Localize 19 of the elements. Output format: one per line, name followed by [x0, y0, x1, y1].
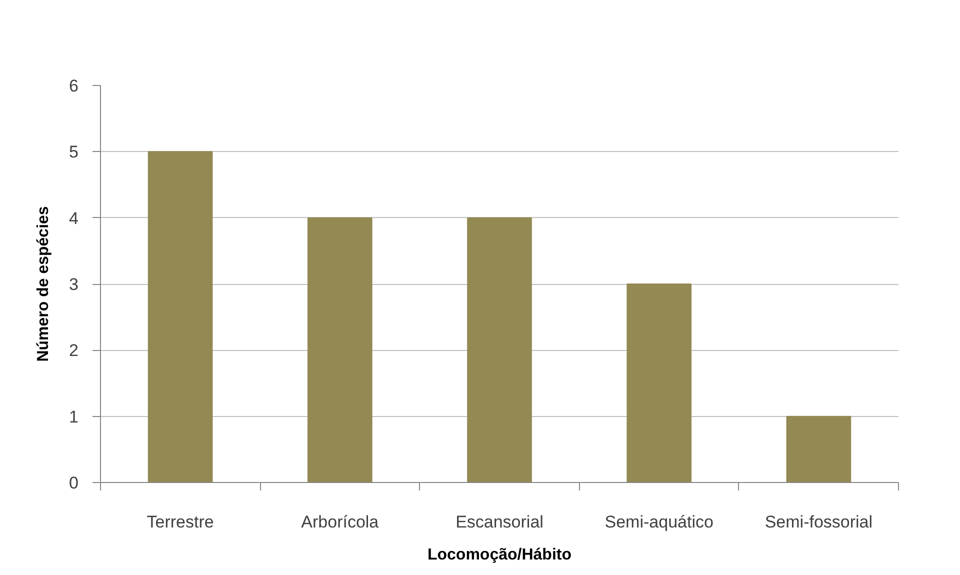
- x-tick-label: Semi-aquático: [604, 512, 714, 532]
- x-tick-label: Escansorial: [456, 512, 544, 532]
- bar: [148, 151, 213, 482]
- y-tick-label: 3: [69, 275, 79, 294]
- x-axis-title: Locomoção/Hábito: [427, 546, 572, 564]
- y-axis-title: Número de espécies: [35, 206, 52, 362]
- bar: [467, 217, 532, 482]
- y-tick-label: 1: [69, 407, 79, 426]
- x-tick-label: Arborícola: [301, 512, 380, 532]
- y-tick-label: 0: [69, 474, 79, 492]
- y-tick-label: 2: [69, 341, 79, 360]
- bar: [307, 217, 372, 482]
- y-tick-label: 4: [69, 208, 79, 228]
- bar: [786, 416, 852, 482]
- y-tick-label: 6: [69, 76, 79, 96]
- x-tick-label: Semi-fossorial: [764, 512, 873, 532]
- bar: [626, 284, 692, 482]
- x-tick-label: Terrestre: [146, 512, 214, 532]
- y-tick-label: 5: [69, 142, 79, 162]
